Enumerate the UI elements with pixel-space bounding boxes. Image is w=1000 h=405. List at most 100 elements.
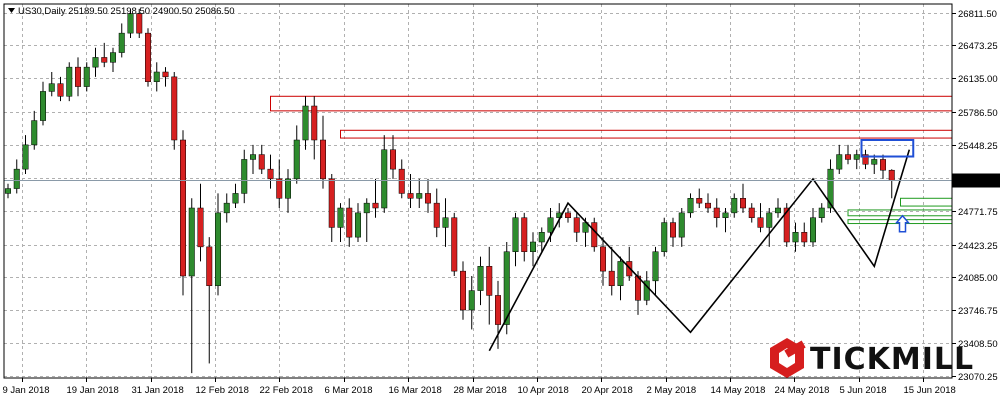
candle — [661, 217, 668, 257]
candle — [652, 246, 659, 296]
plot-frame — [3, 3, 953, 379]
candle — [267, 154, 274, 189]
candle-body-up — [48, 83, 55, 92]
candle — [678, 208, 685, 247]
candle — [407, 174, 414, 208]
candle — [127, 8, 134, 38]
x-tick-label: 31 Jan 2018 — [132, 385, 184, 396]
candle — [162, 67, 169, 87]
highlight-box — [860, 139, 915, 158]
x-tick-label: 6 Mar 2018 — [325, 385, 373, 396]
candle — [398, 159, 405, 199]
candle — [241, 149, 248, 204]
y-tick-label: 26811.50 — [958, 9, 997, 20]
candle — [145, 28, 151, 87]
candle — [775, 198, 781, 218]
candle-body-up — [792, 232, 799, 243]
candle-body-down — [258, 154, 265, 170]
x-tick-label: 24 May 2018 — [775, 385, 830, 396]
candle — [110, 47, 116, 72]
candle — [845, 144, 851, 165]
zigzag-pattern-line — [488, 149, 911, 352]
candle-body-down — [713, 207, 720, 218]
candle-body-up — [678, 212, 685, 238]
candle — [197, 183, 204, 262]
candle-body-down — [801, 232, 808, 243]
candle-body-down — [267, 168, 274, 180]
x-tick-label: 9 Jan 2018 — [3, 385, 50, 396]
candle-body-up — [127, 13, 134, 34]
candle — [853, 149, 860, 170]
candle-body-up — [31, 120, 38, 146]
candle-body-up — [652, 251, 659, 282]
candle-body-down — [101, 57, 108, 63]
candle — [5, 183, 11, 199]
candle-body-up — [285, 178, 291, 199]
candle-body-up — [468, 290, 475, 311]
candle-body-down — [591, 222, 598, 248]
y-tick-label: 23408.50 — [958, 339, 998, 350]
candle — [495, 280, 501, 349]
candle — [188, 198, 195, 374]
candle — [232, 183, 239, 208]
candle-body-up — [40, 91, 46, 121]
candle — [573, 212, 580, 242]
candle-body-down — [145, 32, 151, 82]
zigzag-layer — [488, 149, 911, 352]
candle — [880, 154, 886, 179]
candle — [390, 135, 396, 179]
candle-body-up — [83, 66, 90, 87]
collapse-triangle-icon[interactable] — [8, 8, 15, 13]
x-tick-label: 28 Mar 2018 — [454, 385, 507, 396]
candle-body-down — [346, 207, 353, 238]
candle-body-down — [880, 159, 886, 171]
candle-body-up — [687, 198, 694, 214]
candle-body-up — [337, 207, 344, 228]
candle — [801, 222, 808, 247]
candle — [512, 212, 519, 267]
y-tick-label: 23070.25 — [958, 372, 998, 383]
candle — [713, 198, 720, 228]
candle — [538, 227, 545, 252]
x-tick-label: 22 Feb 2018 — [260, 385, 313, 396]
candle-body-down — [600, 246, 606, 272]
current-price-tag — [952, 173, 1000, 188]
candle-body-up — [512, 217, 519, 252]
candle — [451, 212, 458, 276]
candle-body-down — [670, 222, 676, 238]
candle — [118, 23, 125, 58]
candle-body-up — [503, 251, 510, 325]
candle — [416, 178, 423, 208]
candle — [40, 81, 46, 126]
candle — [792, 222, 799, 252]
candle-body-down — [460, 270, 466, 311]
candle-body-up — [722, 212, 729, 218]
candle-body-up — [477, 266, 484, 291]
candle-body-down — [748, 207, 755, 218]
candle-body-down — [407, 193, 414, 199]
candle-body-down — [783, 207, 790, 243]
x-tick-label: 2 May 2018 — [647, 385, 697, 396]
candle-body-up — [853, 154, 860, 160]
candle — [565, 208, 571, 223]
candle — [766, 208, 773, 247]
x-tick-label: 10 Apr 2018 — [518, 385, 569, 396]
candle — [355, 203, 361, 242]
candle-body-up — [118, 32, 125, 53]
up-arrow-icon — [894, 214, 911, 233]
candle-body-up — [731, 198, 738, 214]
candle — [740, 183, 746, 213]
candle-body-down — [862, 154, 869, 165]
y-tick-label: 23746.75 — [958, 306, 998, 317]
x-tick-label: 19 Jan 2018 — [67, 385, 119, 396]
grid-layer — [4, 4, 952, 378]
candle-body-down — [75, 66, 81, 87]
candle-body-down — [372, 202, 379, 209]
candle — [311, 96, 318, 160]
candle-body-down — [57, 83, 64, 97]
candle-body-down — [162, 71, 169, 78]
candle-body-down — [433, 202, 440, 228]
tickmill-hex-logo-icon — [770, 338, 806, 378]
